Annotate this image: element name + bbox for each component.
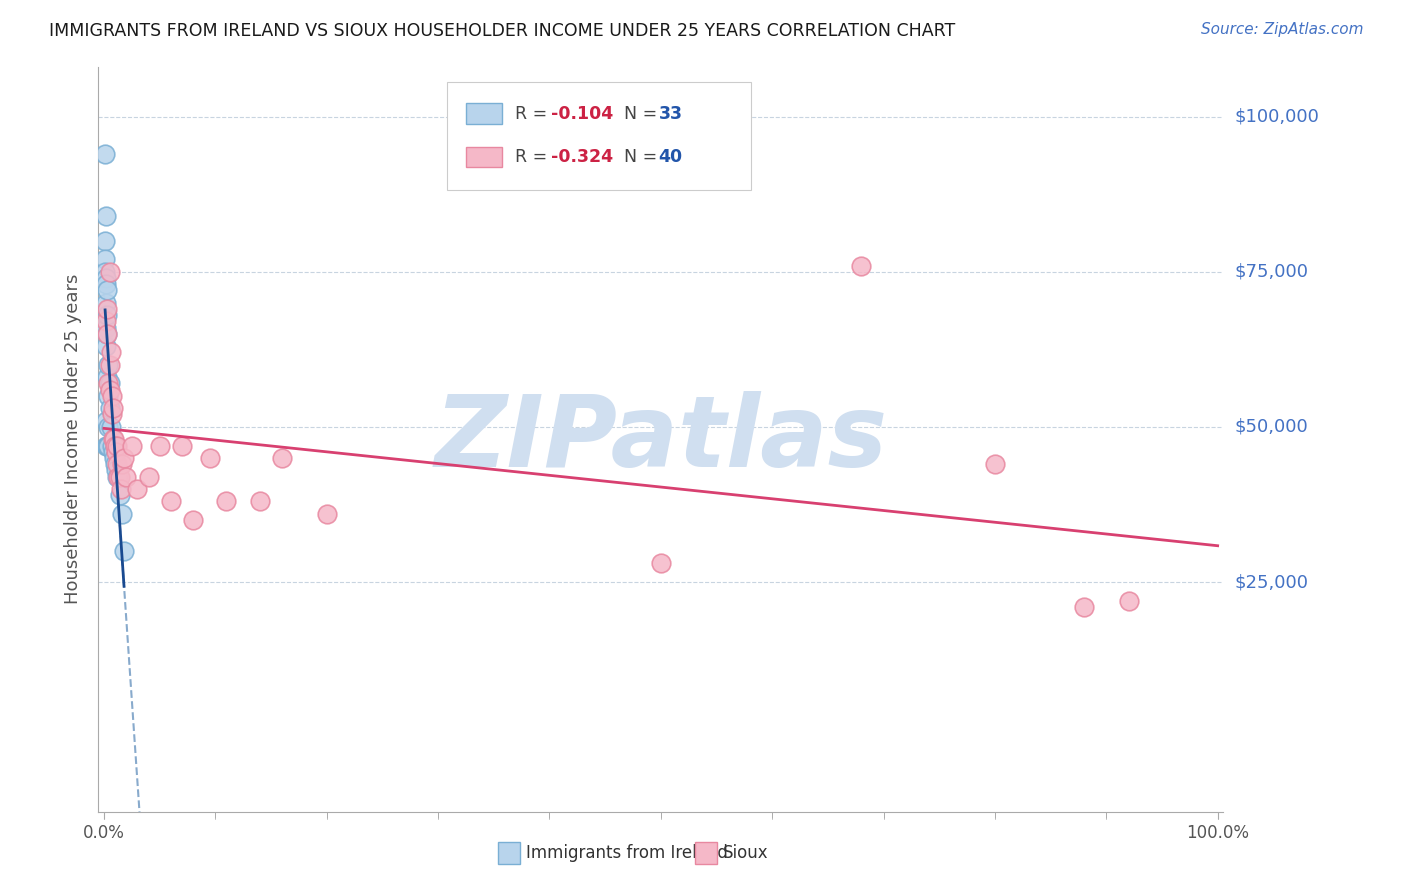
- Text: ZIPatlas: ZIPatlas: [434, 391, 887, 488]
- Point: [115, 469, 138, 483]
- Point: [96, 438, 118, 452]
- Text: Immigrants from Ireland: Immigrants from Ireland: [526, 844, 728, 862]
- Point: [96, 271, 118, 285]
- Point: [101, 401, 124, 416]
- Point: [97, 376, 120, 391]
- Point: [103, 450, 125, 465]
- Point: [650, 557, 672, 571]
- Point: [98, 383, 121, 397]
- Y-axis label: Householder Income Under 25 years: Householder Income Under 25 years: [63, 274, 82, 605]
- Point: [181, 513, 204, 527]
- Point: [170, 438, 193, 452]
- Point: [215, 494, 238, 508]
- Point: [100, 345, 122, 359]
- Text: $25,000: $25,000: [1234, 573, 1309, 591]
- Point: [108, 469, 131, 483]
- Point: [851, 259, 873, 273]
- Point: [112, 450, 135, 465]
- Point: [108, 488, 131, 502]
- Text: Sioux: Sioux: [723, 844, 768, 862]
- Text: $100,000: $100,000: [1234, 108, 1319, 126]
- Point: [96, 320, 118, 334]
- Point: [101, 432, 124, 446]
- Point: [110, 482, 132, 496]
- Text: $50,000: $50,000: [1234, 417, 1308, 436]
- Point: [271, 450, 294, 465]
- Text: R =: R =: [515, 148, 553, 166]
- Point: [159, 494, 181, 508]
- Point: [98, 401, 121, 416]
- Point: [105, 457, 128, 471]
- Text: R =: R =: [515, 105, 553, 123]
- Point: [97, 438, 120, 452]
- Point: [100, 420, 122, 434]
- Point: [98, 358, 121, 372]
- Text: $75,000: $75,000: [1234, 263, 1309, 281]
- Point: [105, 444, 128, 458]
- Point: [97, 420, 120, 434]
- Point: [97, 389, 120, 403]
- Point: [96, 295, 118, 310]
- Point: [101, 408, 124, 422]
- Point: [138, 469, 160, 483]
- Point: [105, 469, 128, 483]
- Point: [107, 469, 129, 483]
- Point: [94, 234, 117, 248]
- FancyBboxPatch shape: [695, 841, 717, 863]
- FancyBboxPatch shape: [498, 841, 520, 863]
- FancyBboxPatch shape: [467, 146, 502, 168]
- Point: [984, 457, 1007, 471]
- Point: [315, 507, 337, 521]
- Point: [101, 389, 124, 403]
- Point: [96, 209, 118, 223]
- Point: [104, 457, 127, 471]
- Point: [198, 450, 221, 465]
- Point: [96, 414, 118, 428]
- Point: [249, 494, 271, 508]
- Text: 40: 40: [658, 148, 683, 166]
- FancyBboxPatch shape: [467, 103, 502, 124]
- Point: [96, 326, 118, 341]
- Point: [94, 265, 117, 279]
- Point: [112, 544, 135, 558]
- Point: [103, 432, 125, 446]
- Point: [94, 252, 117, 267]
- Point: [98, 265, 121, 279]
- Point: [104, 438, 127, 452]
- Text: -0.324: -0.324: [551, 148, 613, 166]
- Point: [96, 438, 118, 452]
- Point: [96, 284, 118, 298]
- Point: [96, 308, 118, 322]
- Point: [96, 339, 118, 353]
- Point: [94, 146, 117, 161]
- Point: [105, 438, 128, 452]
- Text: -0.104: -0.104: [551, 105, 613, 123]
- Point: [96, 301, 118, 316]
- Point: [1118, 593, 1140, 607]
- Point: [111, 457, 134, 471]
- Point: [98, 376, 121, 391]
- Point: [127, 482, 149, 496]
- Point: [105, 463, 128, 477]
- Point: [96, 277, 118, 292]
- Point: [97, 358, 120, 372]
- Point: [101, 438, 124, 452]
- Point: [96, 314, 118, 328]
- Text: N =: N =: [624, 148, 662, 166]
- Point: [96, 370, 118, 384]
- Point: [121, 438, 143, 452]
- Point: [101, 444, 124, 458]
- FancyBboxPatch shape: [447, 82, 751, 190]
- Point: [96, 326, 118, 341]
- Point: [149, 438, 172, 452]
- Text: IMMIGRANTS FROM IRELAND VS SIOUX HOUSEHOLDER INCOME UNDER 25 YEARS CORRELATION C: IMMIGRANTS FROM IRELAND VS SIOUX HOUSEHO…: [49, 22, 956, 40]
- Text: 33: 33: [658, 105, 682, 123]
- Text: Source: ZipAtlas.com: Source: ZipAtlas.com: [1201, 22, 1364, 37]
- Point: [111, 507, 134, 521]
- Point: [1073, 599, 1095, 614]
- Text: N =: N =: [624, 105, 662, 123]
